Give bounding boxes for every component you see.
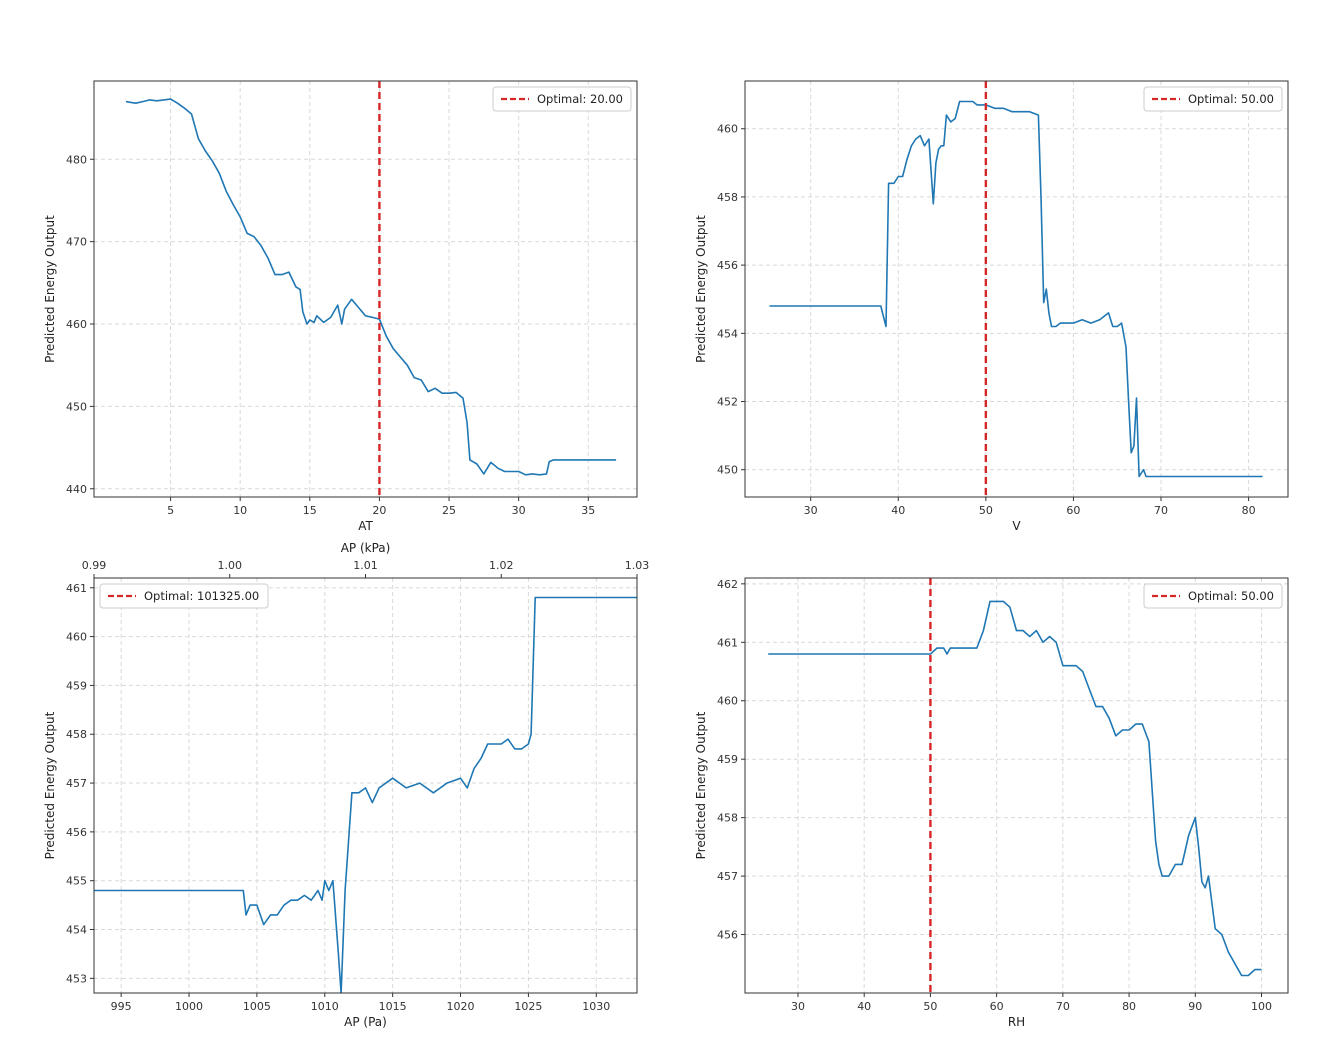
top-x-tick-label: 1.03 [625, 559, 650, 572]
x-tick-label: 90 [1188, 1000, 1202, 1013]
legend-box [1143, 86, 1283, 112]
y-tick-label: 440 [66, 483, 87, 496]
x-tick-label: 100 [1251, 1000, 1272, 1013]
y-tick-label: 457 [66, 777, 87, 790]
x-axis-label: V [1012, 519, 1021, 533]
x-tick-label: 1005 [243, 1000, 271, 1013]
legend-box [1143, 583, 1283, 609]
y-tick-label: 455 [66, 875, 87, 888]
x-tick-label: 60 [1066, 504, 1080, 517]
x-tick-label: 10 [233, 504, 247, 517]
x-tick-label: 60 [990, 1000, 1004, 1013]
top-x-tick-label: 1.00 [218, 559, 243, 572]
y-tick-label: 458 [66, 728, 87, 741]
y-tick-label: 456 [66, 826, 87, 839]
subplot-3: 995 1000 1005 1010 1015 1020 1025 1030 453 454 455… [43, 541, 649, 1029]
legend-label: Optimal: 20.00 [537, 92, 623, 106]
x-tick-label: 30 [804, 504, 818, 517]
y-axis-label: Predicted Energy Output [694, 711, 708, 859]
x-tick-label: 50 [979, 504, 993, 517]
y-tick-label: 459 [66, 679, 87, 692]
y-tick-label: 458 [717, 812, 738, 825]
series-line [125, 98, 617, 476]
y-tick-label: 454 [717, 327, 738, 340]
subplot-1: 5 10 15 20 25 30 35 440 450 460 470 480 AT Predicted … [43, 80, 638, 533]
y-tick-label: 453 [66, 972, 87, 985]
x-tick-label: 35 [581, 504, 595, 517]
x-tick-label: 70 [1056, 1000, 1070, 1013]
x-tick-label: 1025 [514, 1000, 542, 1013]
series-line [768, 600, 1262, 977]
y-tick-label: 461 [717, 636, 738, 649]
subplot-4: 30 40 50 60 70 80 90 100 456 457 458 459 460 461 462 RH… [694, 577, 1289, 1029]
x-tick-label: 30 [512, 504, 526, 517]
x-axis-label: AT [358, 519, 373, 533]
x-tick-label: 1015 [379, 1000, 407, 1013]
legend: Optimal: 50.00 [1143, 86, 1283, 112]
x-tick-label: 50 [923, 1000, 937, 1013]
x-tick-label: 40 [891, 504, 905, 517]
axes-frame [744, 577, 1289, 994]
x-tick-label: 1010 [311, 1000, 339, 1013]
top-x-axis-label: AP (kPa) [341, 541, 391, 555]
y-tick-label: 452 [717, 396, 738, 409]
axes-frame [93, 80, 638, 498]
legend-label: Optimal: 101325.00 [144, 589, 259, 603]
x-tick-label: 5 [167, 504, 174, 517]
y-tick-label: 456 [717, 929, 738, 942]
y-axis-label: Predicted Energy Output [43, 711, 57, 859]
x-tick-label: 1000 [175, 1000, 203, 1013]
y-tick-label: 457 [717, 870, 738, 883]
series-line [94, 596, 637, 994]
legend: Optimal: 101325.00 [99, 583, 269, 609]
y-tick-label: 461 [66, 582, 87, 595]
x-tick-label: 70 [1154, 504, 1168, 517]
y-tick-label: 460 [66, 631, 87, 644]
x-tick-label: 995 [111, 1000, 132, 1013]
y-tick-label: 462 [717, 578, 738, 591]
top-x-tick-label: 0.99 [82, 559, 107, 572]
x-tick-label: 15 [303, 504, 317, 517]
y-tick-label: 470 [66, 236, 87, 249]
x-tick-label: 40 [857, 1000, 871, 1013]
x-tick-label: 25 [442, 504, 456, 517]
subplot-2: 30 40 50 60 70 80 450 452 454 456 458 460 V Predicted… [694, 80, 1289, 533]
x-tick-label: 80 [1122, 1000, 1136, 1013]
y-tick-label: 450 [66, 400, 87, 413]
legend-label: Optimal: 50.00 [1188, 589, 1274, 603]
series-line [769, 100, 1263, 478]
legend-label: Optimal: 50.00 [1188, 92, 1274, 106]
y-tick-label: 450 [717, 464, 738, 477]
top-x-tick-label: 1.01 [353, 559, 378, 572]
axes-frame [93, 577, 638, 994]
x-tick-label: 1030 [582, 1000, 610, 1013]
x-tick-label: 1020 [447, 1000, 475, 1013]
top-x-tick-label: 1.02 [489, 559, 514, 572]
legend-box [492, 86, 632, 112]
y-tick-label: 480 [66, 153, 87, 166]
y-tick-label: 460 [66, 318, 87, 331]
y-tick-label: 458 [717, 191, 738, 204]
x-tick-label: 30 [791, 1000, 805, 1013]
y-tick-label: 460 [717, 695, 738, 708]
y-tick-label: 460 [717, 123, 738, 136]
y-tick-label: 454 [66, 924, 87, 937]
y-tick-label: 456 [717, 259, 738, 272]
axes-frame [744, 80, 1289, 498]
x-tick-label: 20 [372, 504, 386, 517]
y-tick-label: 459 [717, 753, 738, 766]
y-axis-label: Predicted Energy Output [694, 215, 708, 363]
y-axis-label: Predicted Energy Output [43, 215, 57, 363]
legend: Optimal: 20.00 [492, 86, 632, 112]
x-axis-label: RH [1008, 1015, 1025, 1029]
x-tick-label: 80 [1242, 504, 1256, 517]
legend: Optimal: 50.00 [1143, 583, 1283, 609]
legend-box [99, 583, 269, 609]
x-axis-label: AP (Pa) [344, 1015, 387, 1029]
